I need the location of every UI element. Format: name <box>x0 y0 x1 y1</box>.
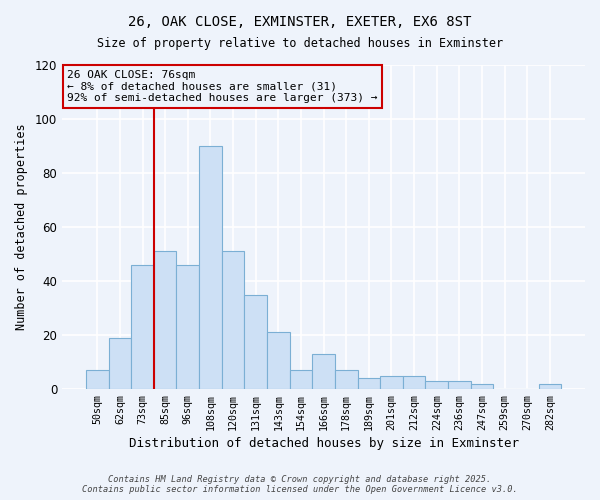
Bar <box>176 265 199 389</box>
Bar <box>109 338 131 389</box>
Bar <box>131 265 154 389</box>
Text: 26, OAK CLOSE, EXMINSTER, EXETER, EX6 8ST: 26, OAK CLOSE, EXMINSTER, EXETER, EX6 8S… <box>128 15 472 29</box>
Bar <box>199 146 222 389</box>
Bar <box>290 370 312 389</box>
Bar <box>86 370 109 389</box>
Text: 26 OAK CLOSE: 76sqm
← 8% of detached houses are smaller (31)
92% of semi-detache: 26 OAK CLOSE: 76sqm ← 8% of detached hou… <box>67 70 378 103</box>
Bar <box>425 381 448 389</box>
Bar <box>244 294 267 389</box>
Bar <box>471 384 493 389</box>
Y-axis label: Number of detached properties: Number of detached properties <box>15 124 28 330</box>
Bar <box>154 252 176 389</box>
Bar <box>403 376 425 389</box>
X-axis label: Distribution of detached houses by size in Exminster: Distribution of detached houses by size … <box>128 437 518 450</box>
Text: Size of property relative to detached houses in Exminster: Size of property relative to detached ho… <box>97 38 503 51</box>
Bar <box>312 354 335 389</box>
Bar <box>448 381 471 389</box>
Bar <box>222 252 244 389</box>
Bar <box>380 376 403 389</box>
Text: Contains HM Land Registry data © Crown copyright and database right 2025.
Contai: Contains HM Land Registry data © Crown c… <box>82 474 518 494</box>
Bar <box>335 370 358 389</box>
Bar <box>539 384 561 389</box>
Bar <box>267 332 290 389</box>
Bar <box>358 378 380 389</box>
